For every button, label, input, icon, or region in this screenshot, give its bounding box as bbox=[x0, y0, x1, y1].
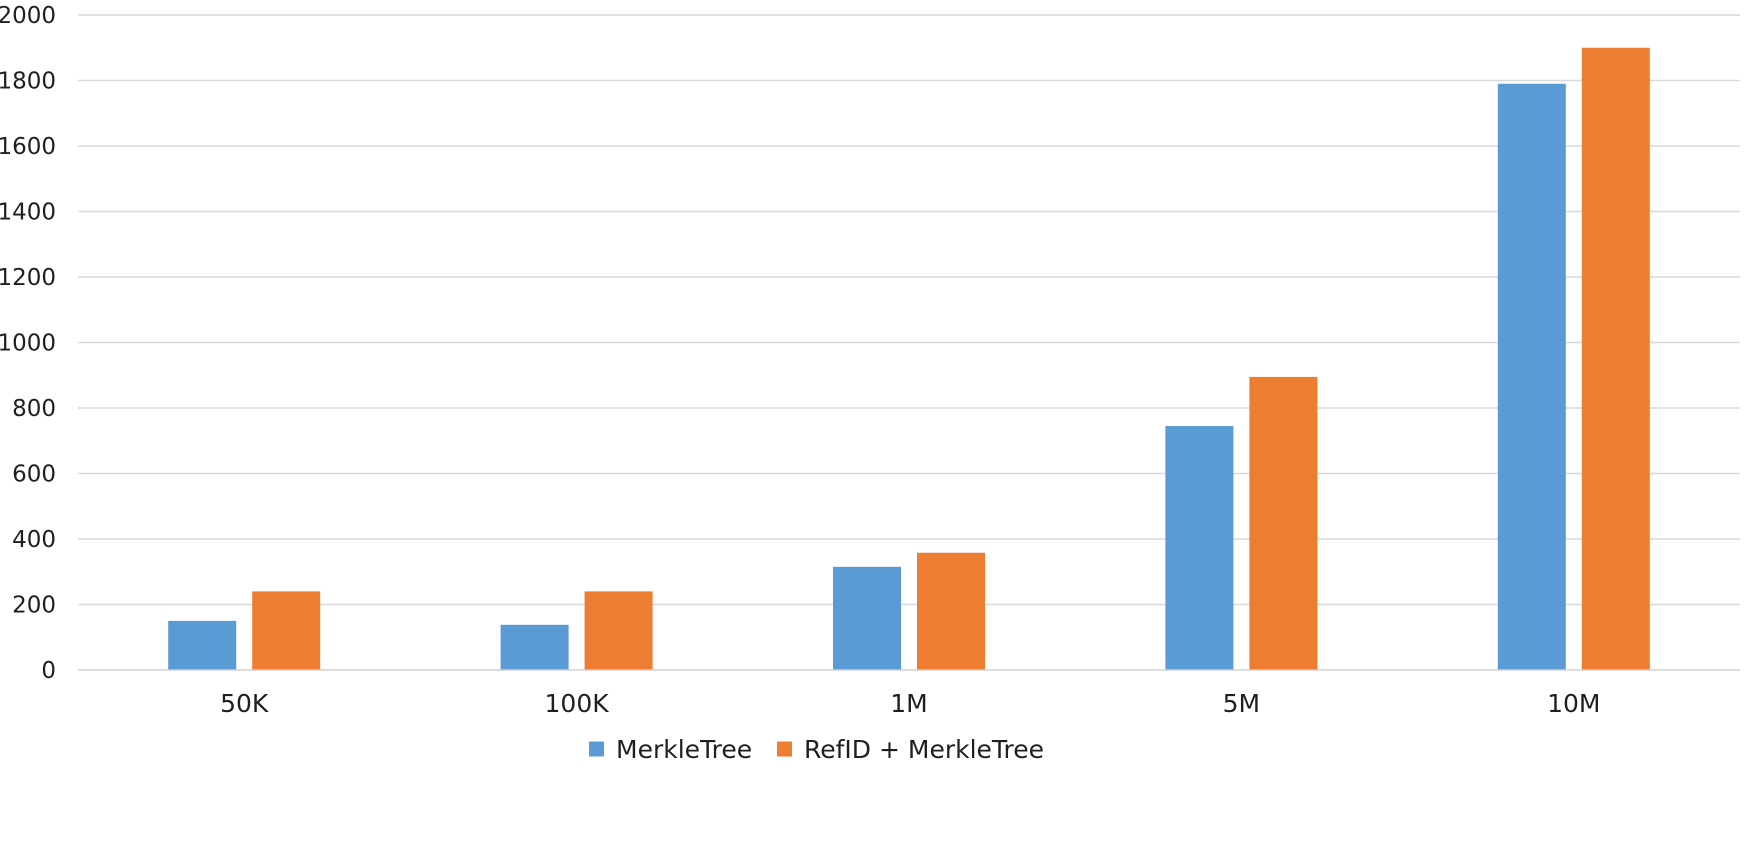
x-tick-label: 5M bbox=[1223, 689, 1260, 718]
y-tick-label: 800 bbox=[12, 396, 56, 422]
y-tick-label: 0 bbox=[41, 658, 56, 684]
y-tick-label: 1000 bbox=[0, 331, 56, 357]
bar-refid-merkletree-100k bbox=[584, 591, 653, 670]
bars bbox=[168, 47, 1650, 670]
x-axis-tick-labels: 50K 100K 1M 5M 10M bbox=[220, 689, 1600, 718]
legend-item-merkletree: MerkleTree bbox=[589, 735, 752, 764]
bar-merkletree-50k bbox=[168, 620, 237, 670]
x-tick-label: 50K bbox=[220, 689, 269, 718]
legend-swatch bbox=[777, 741, 792, 757]
legend: MerkleTree RefID + MerkleTree bbox=[589, 735, 1044, 764]
y-tick-label: 1600 bbox=[0, 134, 56, 160]
legend-label: RefID + MerkleTree bbox=[804, 735, 1044, 764]
y-tick-label: 1800 bbox=[0, 69, 56, 95]
bar-refid-merkletree-10m bbox=[1581, 47, 1650, 670]
y-tick-label: 400 bbox=[12, 527, 56, 553]
bar-merkletree-10m bbox=[1497, 83, 1566, 670]
x-tick-label: 1M bbox=[890, 689, 927, 718]
bar-refid-merkletree-5m bbox=[1249, 376, 1318, 670]
bar-merkletree-100k bbox=[500, 624, 569, 670]
x-tick-label: 100K bbox=[545, 689, 610, 718]
bar-refid-merkletree-1m bbox=[917, 552, 985, 670]
legend-swatch bbox=[589, 741, 604, 757]
bar-merkletree-1m bbox=[833, 566, 901, 670]
bar-merkletree-5m bbox=[1165, 426, 1234, 670]
x-tick-label: 10M bbox=[1547, 689, 1600, 718]
legend-label: MerkleTree bbox=[616, 735, 752, 764]
y-tick-label: 2000 bbox=[0, 3, 56, 29]
bar-refid-merkletree-50k bbox=[252, 591, 321, 670]
legend-item-refid-merkletree: RefID + MerkleTree bbox=[777, 735, 1044, 764]
y-tick-label: 600 bbox=[12, 462, 56, 488]
y-tick-label: 1400 bbox=[0, 200, 56, 226]
y-tick-label: 1200 bbox=[0, 265, 56, 291]
y-axis-tick-labels: 0 200 400 600 800 1000 1200 1400 1600 1800 2000 bbox=[0, 3, 56, 684]
y-tick-label: 200 bbox=[12, 593, 56, 619]
gridlines bbox=[78, 14, 1740, 606]
